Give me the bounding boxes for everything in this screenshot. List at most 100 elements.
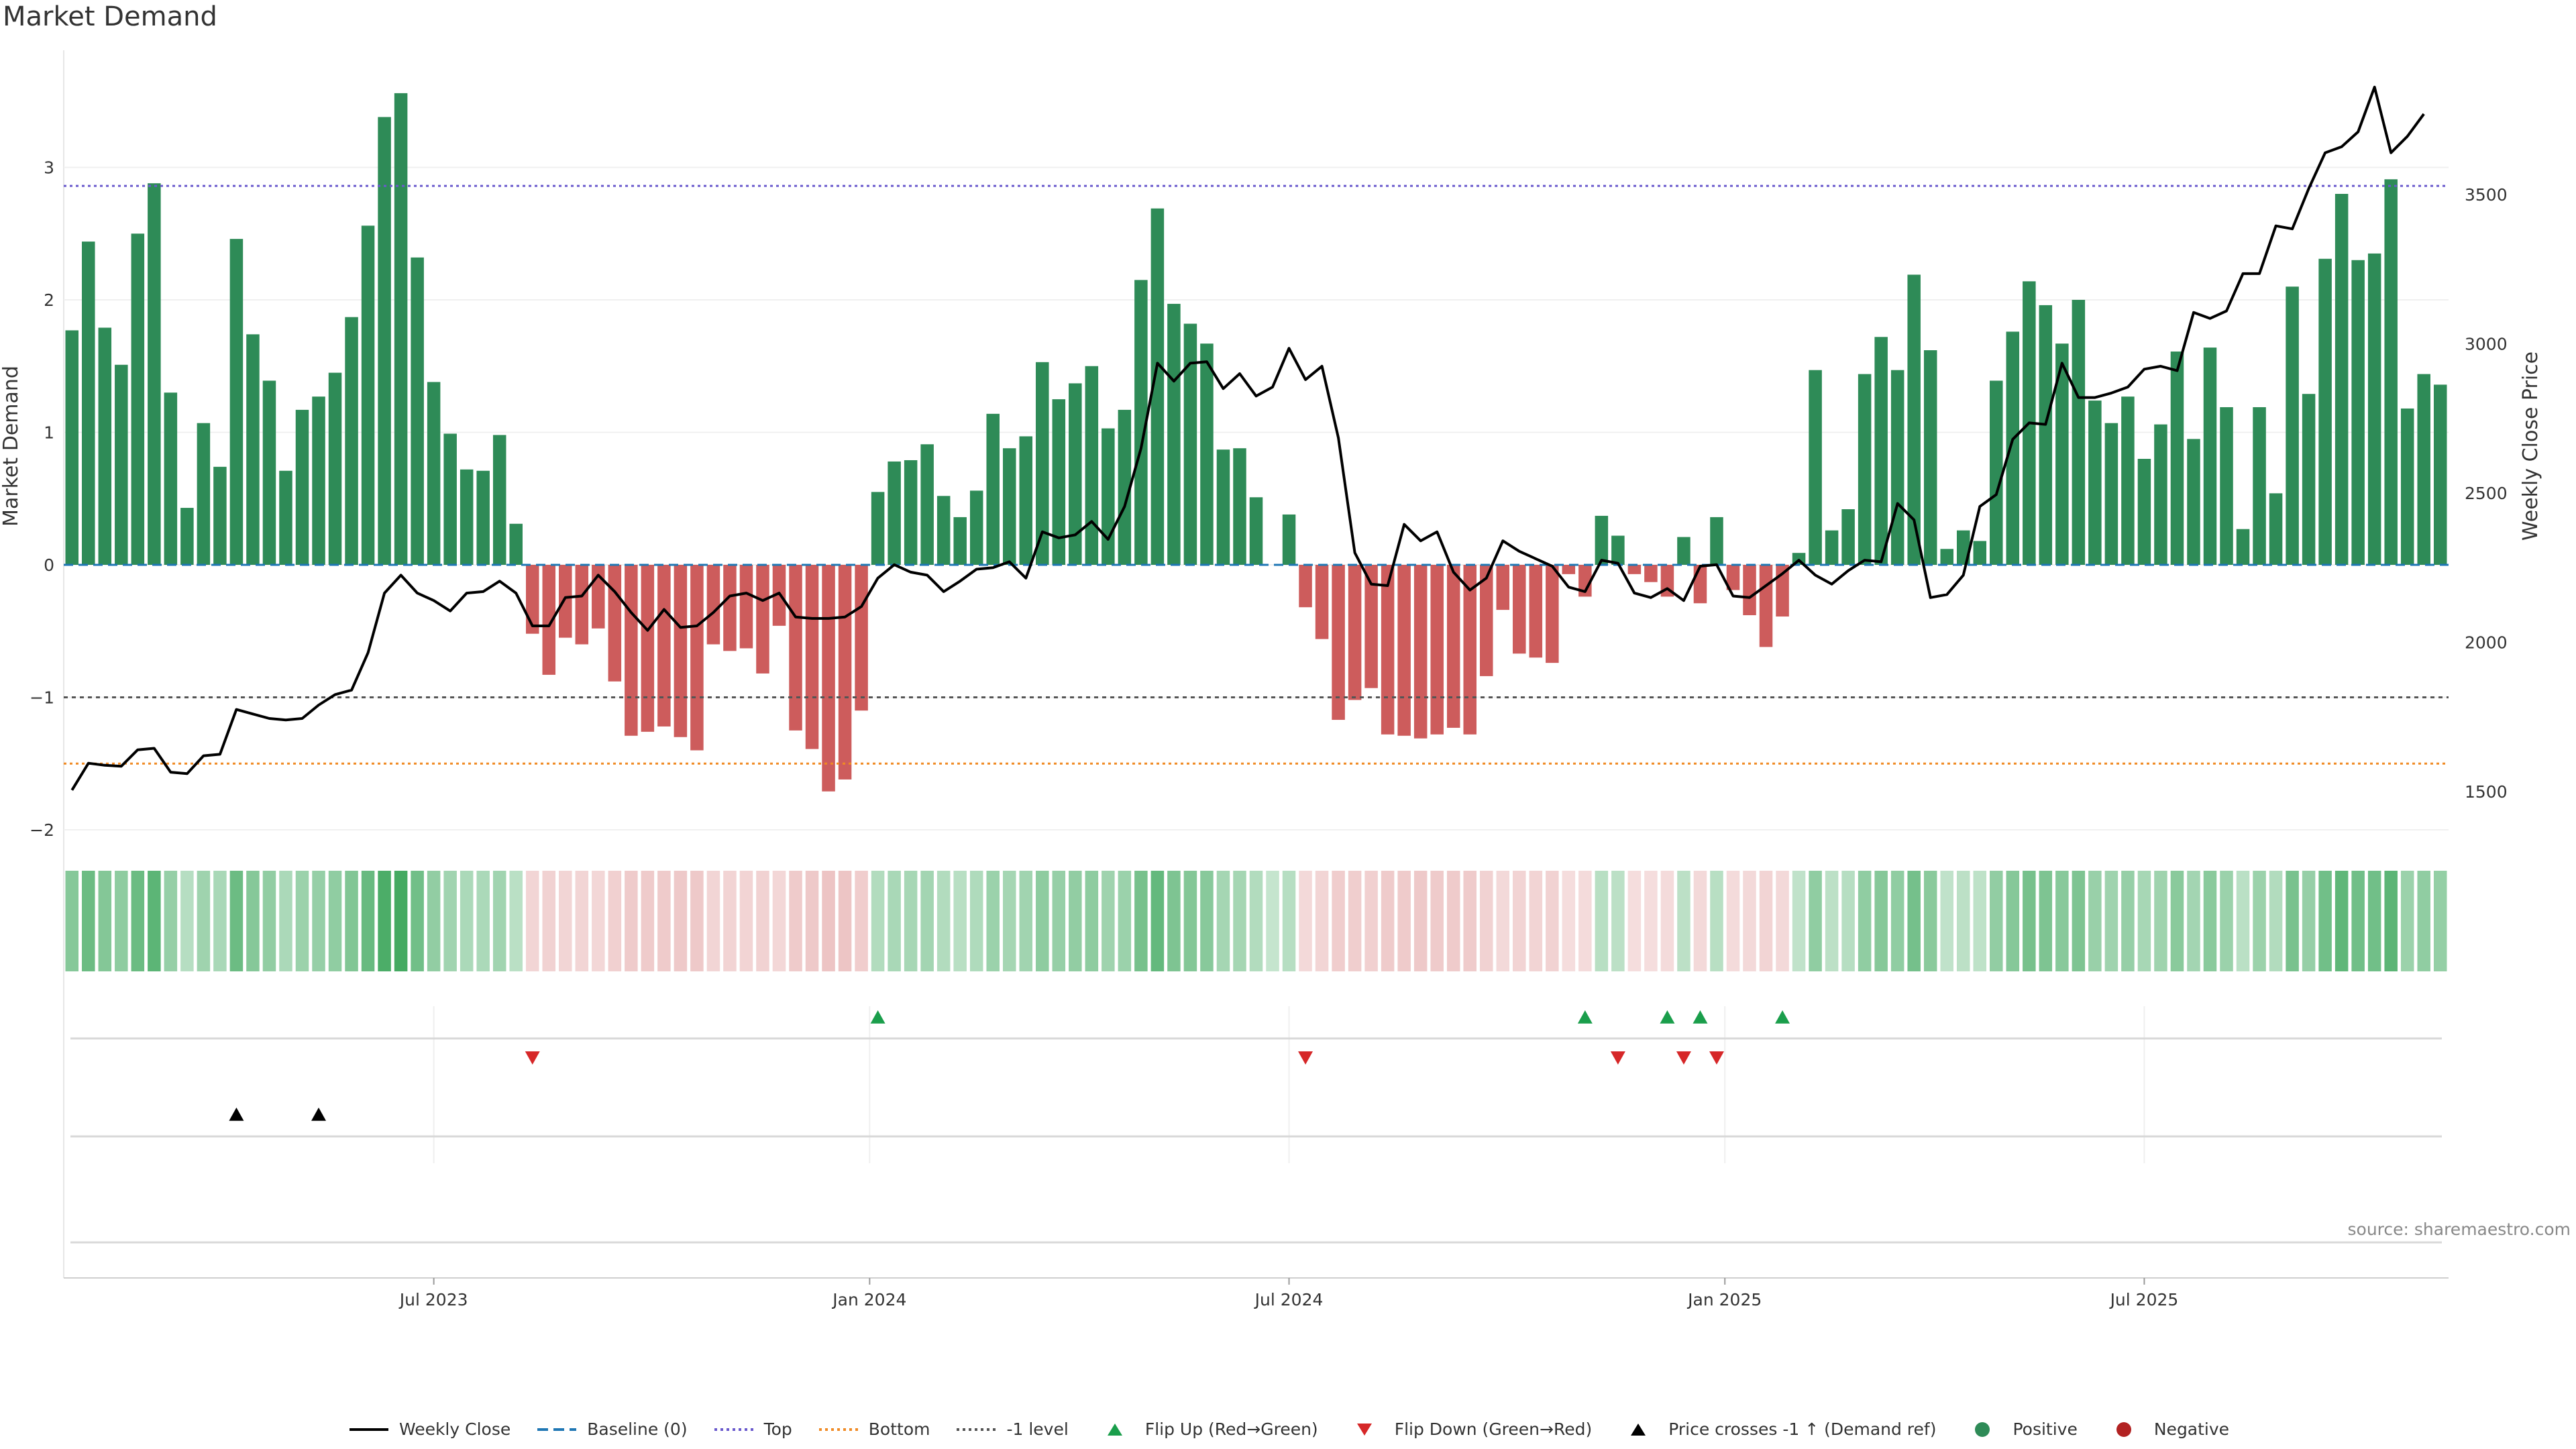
demand-bar (608, 565, 622, 682)
heat-cell (1348, 871, 1362, 971)
heat-cell (1973, 871, 1987, 971)
demand-bar (1759, 565, 1773, 647)
demand-bar (1002, 448, 1016, 565)
demand-bar (1397, 565, 1411, 736)
x-tick-label: Jan 2025 (1686, 1290, 1762, 1309)
line-swatch-icon (714, 1428, 753, 1431)
heat-cell (1315, 871, 1329, 971)
demand-bar (855, 565, 868, 711)
demand-bar (2203, 347, 2217, 565)
demand-bar (1282, 514, 1296, 565)
heat-cell (805, 871, 819, 971)
demand-bar (723, 565, 737, 651)
chart-title: Market Demand (3, 1, 217, 32)
demand-bar (1693, 565, 1707, 604)
demand-bar (1923, 350, 1937, 565)
heat-cell (920, 871, 934, 971)
demand-bar (2318, 258, 2332, 565)
demand-bar (345, 317, 358, 565)
demand-bar (98, 327, 112, 565)
heat-cell (2269, 871, 2283, 971)
legend-item: Bottom (816, 1419, 930, 1439)
heat-cell (164, 871, 178, 971)
heat-cell (2367, 871, 2381, 971)
demand-bar (1546, 565, 1559, 663)
heat-cell (131, 871, 145, 971)
demand-bar (229, 239, 244, 565)
heat-cell (904, 871, 918, 971)
demand-bar (197, 423, 211, 565)
heat-cell (2154, 871, 2167, 971)
heat-cell (2203, 871, 2217, 971)
dot-icon (1975, 1421, 1990, 1437)
demand-bar (443, 433, 457, 565)
heat-cell (2006, 871, 2020, 971)
demand-bar (1677, 537, 1690, 565)
heat-cell (295, 871, 309, 971)
heat-cell (2253, 871, 2266, 971)
heat-cell (2286, 871, 2299, 971)
demand-bar (1578, 565, 1592, 597)
demand-bar (559, 565, 572, 638)
demand-bar (295, 409, 309, 565)
heat-cell (871, 871, 885, 971)
demand-bar (871, 492, 885, 565)
demand-bar (1036, 362, 1049, 565)
demand-bar (822, 565, 835, 792)
heat-cell (674, 871, 688, 971)
heat-cell (2137, 871, 2151, 971)
demand-bar (2121, 396, 2135, 565)
heat-cell (1529, 871, 1543, 971)
heat-cell (246, 871, 260, 971)
heat-cell (986, 871, 1000, 971)
price-cross-marker (311, 1108, 327, 1121)
demand-bar (427, 382, 441, 565)
heat-cell (2384, 871, 2398, 971)
demand-bar (936, 496, 951, 565)
demand-bar (641, 565, 655, 732)
demand-bar (1841, 509, 1855, 565)
x-tick-label: Jul 2024 (1254, 1290, 1324, 1309)
heat-cell (772, 871, 786, 971)
demand-bar (2187, 439, 2200, 565)
heat-cell (115, 871, 128, 971)
demand-bar (1479, 565, 1493, 676)
demand-bar (674, 565, 688, 737)
heat-cell (361, 871, 375, 971)
heat-cell (1216, 871, 1230, 971)
demand-bar (509, 523, 523, 565)
demand-bar (575, 565, 589, 645)
heat-cell (1430, 871, 1444, 971)
demand-bar (476, 470, 490, 565)
heat-cell (1627, 871, 1642, 971)
demand-bar (2417, 374, 2430, 565)
heat-cell (2121, 871, 2135, 971)
demand-bar (1890, 370, 1904, 565)
heat-cell (1562, 871, 1576, 971)
heat-cell (1776, 871, 1789, 971)
heat-cell (2334, 871, 2349, 971)
demand-bar (2055, 343, 2069, 565)
demand-bar (1825, 530, 1839, 565)
heat-cell (394, 871, 408, 971)
legend-item: Baseline (0) (535, 1419, 688, 1439)
heat-cell (2039, 871, 2053, 971)
demand-bar (1183, 323, 1197, 565)
demand-bar (969, 490, 983, 565)
heat-cell (509, 871, 523, 971)
demand-bar (279, 470, 292, 565)
heat-cell (1578, 871, 1592, 971)
demand-bar (1973, 541, 1987, 565)
heat-cell (641, 871, 655, 971)
heat-cell (1792, 871, 1806, 971)
demand-bar (1348, 565, 1362, 700)
y-axis-label: Market Demand (0, 366, 23, 527)
demand-bar (789, 565, 802, 731)
demand-bar (1430, 565, 1444, 735)
heat-cell (1874, 871, 1888, 971)
demand-bar (1134, 280, 1148, 565)
heat-cell (2351, 871, 2365, 971)
heat-cell (1907, 871, 1921, 971)
heat-cell (1809, 871, 1822, 971)
demand-bar (1726, 565, 1740, 590)
